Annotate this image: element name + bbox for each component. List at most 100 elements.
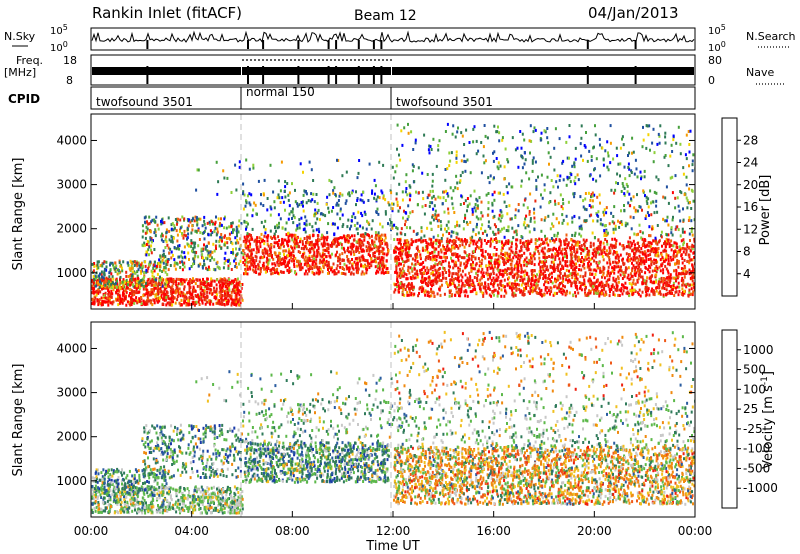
power-echo-cell: [422, 239, 425, 243]
power-echo-cell: [213, 279, 216, 283]
power-echo-cell: [375, 233, 377, 237]
power-echo-cell: [213, 230, 216, 234]
power-echo-cell: [361, 226, 364, 230]
power-echo-cell: [559, 243, 562, 247]
power-echo-cell: [562, 277, 565, 281]
power-echo-cell: [195, 251, 198, 254]
power-echo-cell: [207, 282, 210, 286]
power-echo-cell: [616, 286, 618, 290]
power-echo-cell: [360, 264, 362, 268]
power-echo-cell: [288, 258, 291, 262]
power-echo-cell: [282, 241, 285, 245]
power-echo-cell: [160, 260, 163, 264]
power-echo-cell: [129, 292, 131, 295]
power-echo-cell: [646, 276, 649, 280]
power-echo-cell: [384, 264, 387, 268]
power-echo-cell: [224, 215, 226, 219]
power-echo-cell: [334, 271, 336, 275]
power-echo-cell: [461, 239, 464, 243]
power-echo-cell: [670, 239, 673, 243]
power-echo-cell: [580, 247, 583, 251]
power-echo-cell: [298, 226, 301, 230]
power-echo-cell: [368, 236, 371, 240]
power-echo-cell: [554, 252, 557, 256]
power-echo-cell: [372, 251, 375, 255]
power-echo-cell: [339, 265, 342, 269]
power-echo-cell: [634, 243, 636, 247]
power-echo-cell: [461, 275, 464, 279]
power-echo-cell: [544, 286, 547, 289]
power-echo-cell: [383, 233, 386, 237]
power-echo-cell: [602, 271, 605, 275]
power-echo-cell: [583, 278, 586, 282]
power-echo-cell: [629, 240, 632, 244]
power-echo-cell: [539, 265, 542, 269]
power-echo-cell: [682, 269, 685, 273]
power-echo-cell: [410, 243, 413, 247]
power-echo-cell: [529, 252, 532, 256]
power-echo-cell: [164, 246, 167, 249]
power-echo-cell: [132, 298, 135, 302]
power-echo-cell: [420, 240, 423, 244]
power-echo-cell: [571, 271, 574, 275]
power-echo-cell: [103, 270, 106, 274]
power-echo-cell: [430, 265, 433, 269]
power-echo-cell: [448, 270, 451, 274]
power-echo-cell: [301, 200, 304, 204]
power-echo-cell: [252, 208, 255, 212]
power-echo-cell: [498, 272, 501, 276]
power-echo-cell: [230, 240, 233, 244]
power-echo-cell: [629, 277, 632, 281]
power-echo-cell: [235, 282, 238, 286]
power-echo-cell: [538, 270, 541, 274]
power-echo-cell: [379, 234, 382, 238]
power-echo-cell: [321, 261, 324, 265]
power-echo-cell: [544, 258, 547, 262]
power-echo-cell: [363, 235, 366, 239]
power-echo-cell: [336, 240, 339, 244]
power-echo-cell: [673, 269, 675, 273]
power-echo-cell: [586, 247, 589, 250]
power-echo-cell: [438, 255, 441, 259]
power-echo-cell: [346, 234, 349, 238]
power-echo-cell: [617, 256, 620, 260]
power-echo-cell: [311, 243, 314, 247]
power-echo-cell: [302, 253, 305, 256]
power-echo-cell: [308, 222, 311, 226]
power-echo-cell: [148, 253, 150, 257]
power-echo-cell: [161, 234, 164, 238]
power-echo-cell: [612, 276, 615, 280]
power-echo-cell: [355, 190, 357, 194]
power-echo-cell: [368, 249, 371, 253]
power-echo-cell: [145, 250, 148, 254]
power-echo-cell: [578, 264, 581, 267]
power-echo-cell: [623, 273, 626, 277]
power-echo-cell: [293, 265, 296, 268]
power-echo-cell: [345, 238, 348, 242]
power-echo-cell: [564, 252, 567, 255]
power-echo-cell: [279, 270, 282, 274]
power-echo-cell: [603, 287, 606, 290]
power-echo-cell: [609, 262, 612, 266]
power-echo-cell: [319, 267, 322, 271]
power-echo-cell: [272, 190, 275, 194]
power-echo-cell: [530, 289, 533, 293]
power-echo-cell: [492, 282, 495, 285]
power-echo-cell: [315, 228, 318, 232]
power-echo-cell: [140, 283, 143, 287]
power-echo-cell: [300, 246, 303, 250]
power-echo-cell: [426, 290, 429, 294]
power-echo-cell: [109, 268, 112, 272]
power-echo-cell: [377, 270, 380, 274]
power-echo-cell: [409, 283, 412, 287]
power-echo-cell: [416, 275, 419, 279]
power-echo-cell: [517, 257, 519, 261]
power-echo-cell: [363, 238, 366, 242]
power-echo-cell: [629, 246, 632, 250]
power-echo-cell: [129, 303, 132, 307]
power-echo-cell: [547, 276, 550, 280]
power-echo-cell: [631, 261, 633, 265]
power-echo-cell: [133, 301, 136, 305]
power-echo-cell: [398, 271, 401, 275]
power-echo-cell: [421, 248, 424, 252]
